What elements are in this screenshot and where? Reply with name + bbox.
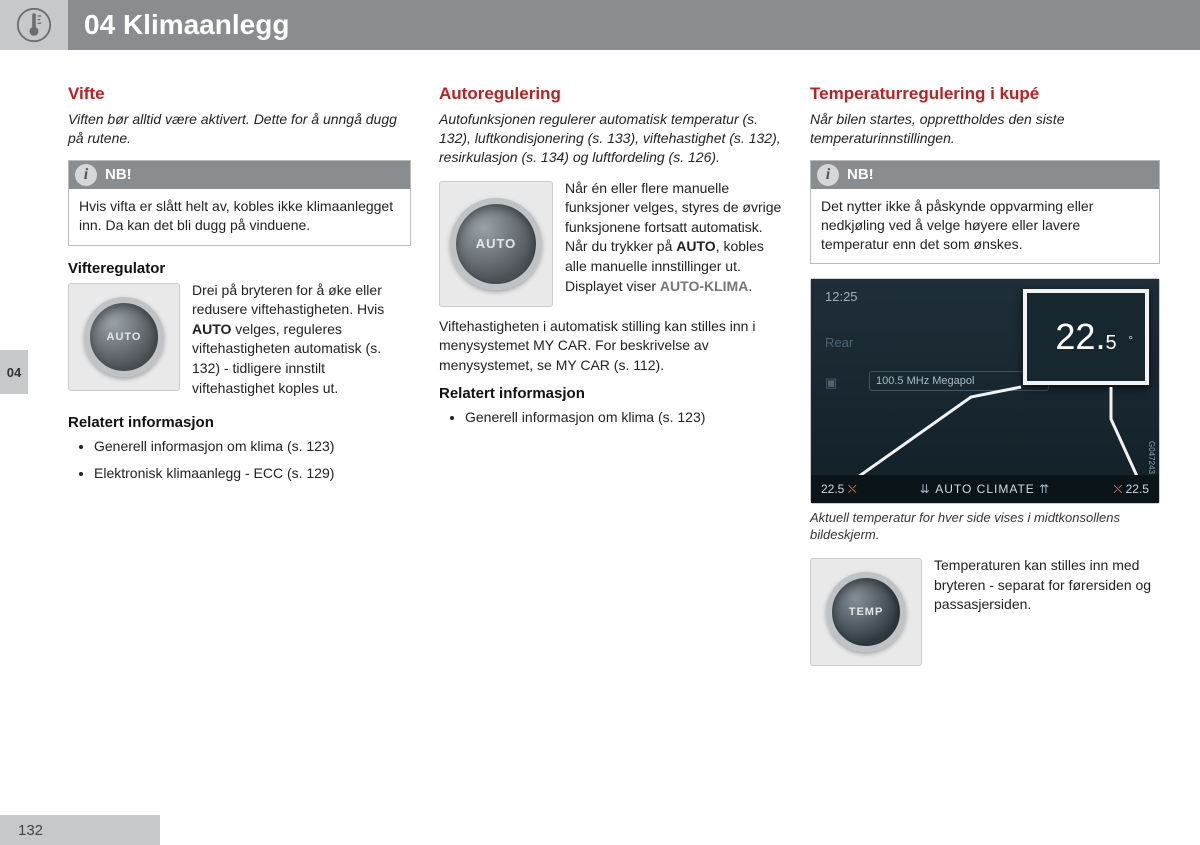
fan-dial-icon: AUTO (84, 297, 164, 377)
heading-temp: Temperaturregulering i kupé (810, 84, 1160, 104)
dashboard-time: 12:25 (825, 289, 858, 304)
note-header: i NB! (69, 161, 410, 189)
note-body: Hvis vifta er slått helt av, kobles ikke… (69, 189, 410, 245)
subhead-related-2: Relatert informasjon (439, 385, 782, 402)
chapter-title: 04 Klimaanlegg (84, 9, 289, 41)
related-list-2: Generell informasjon om klima (s. 123) (439, 406, 782, 428)
list-item: Generell informasjon om klima (s. 123) (94, 435, 411, 457)
note-label: NB! (105, 166, 132, 183)
note-body: Det nytter ikke å påskynde oppvarming el… (811, 189, 1159, 264)
temperature-popup: 22.5 ° (1023, 289, 1149, 385)
camera-icon: ▣ (825, 375, 837, 391)
related-list-1: Generell informasjon om klima (s. 123) E… (68, 435, 411, 484)
auto-climate-label: ⇊ AUTO CLIMATE ⇈ (920, 482, 1050, 496)
temp-dial-icon: TEMP (826, 572, 906, 652)
list-item: Generell informasjon om klima (s. 123) (465, 406, 782, 428)
auto-dial-icon: AUTO (450, 198, 542, 290)
intro-auto: Autofunksjonen regulerer automatisk temp… (439, 110, 782, 167)
intro-vifte: Viften bør alltid være aktivert. Dette f… (68, 110, 411, 148)
fan-regulator-block: AUTO Drei på bryteren for å øke eller re… (68, 281, 411, 409)
dashboard-figure: 12:25 Rear ▣ 100.5 MHz Megapol 22.5 ° G0… (810, 278, 1160, 504)
column-autoregulering: Autoregulering Autofunksjonen regulerer … (439, 84, 782, 676)
info-icon: i (817, 164, 839, 186)
page-header: 04 Klimaanlegg (0, 0, 1200, 50)
auto-text-2: Viftehastigheten i automatisk stilling k… (439, 317, 782, 376)
dashboard-radio: 100.5 MHz Megapol (869, 371, 1049, 391)
left-temp: 22.5 ⛌ (821, 482, 857, 497)
dashboard-screen: 12:25 Rear ▣ 100.5 MHz Megapol 22.5 ° G0… (811, 279, 1159, 503)
chapter-icon-box (0, 0, 68, 50)
page-number: 132 (18, 822, 43, 839)
note-box-temp: i NB! Det nytter ikke å påskynde oppvarm… (810, 160, 1160, 265)
auto-dial-figure: AUTO (439, 181, 553, 307)
heading-vifte: Vifte (68, 84, 411, 104)
side-tab: 04 (0, 350, 28, 394)
intro-temp: Når bilen startes, opprettholdes den sis… (810, 110, 1160, 148)
fan-dial-figure: AUTO (68, 283, 180, 391)
subhead-related-1: Relatert informasjon (68, 414, 411, 431)
info-icon: i (75, 164, 97, 186)
degree-icon: ° (1128, 333, 1133, 347)
note-header: i NB! (811, 161, 1159, 189)
temp-dial-block: TEMP Temperaturen kan stilles inn med br… (810, 556, 1160, 670)
chapter-title-box: 04 Klimaanlegg (68, 0, 1200, 50)
note-box-vifte: i NB! Hvis vifta er slått helt av, koble… (68, 160, 411, 246)
column-vifte: Vifte Viften bør alltid være aktivert. D… (68, 84, 411, 676)
subhead-vifteregulator: Vifteregulator (68, 260, 411, 277)
popup-temp-value: 22.5 (1055, 316, 1116, 358)
dashboard-faint-text: Rear (825, 335, 853, 350)
dashboard-bottom-bar: 22.5 ⛌ ⇊ AUTO CLIMATE ⇈ ⛌ 22.5 (811, 475, 1159, 503)
temp-dial-figure: TEMP (810, 558, 922, 666)
column-temperatur: Temperaturregulering i kupé Når bilen st… (810, 84, 1160, 676)
right-temp: ⛌ 22.5 (1113, 482, 1149, 497)
list-item: Elektronisk klimaanlegg - ECC (s. 129) (94, 462, 411, 484)
thermometer-icon (16, 7, 52, 43)
dashboard-caption: Aktuell temperatur for hver side vises i… (810, 510, 1160, 544)
auto-block: AUTO Når én eller flere manuelle funksjo… (439, 179, 782, 311)
image-ref: G047243 (1147, 441, 1156, 474)
page-content: Vifte Viften bør alltid være aktivert. D… (0, 50, 1200, 676)
heading-auto: Autoregulering (439, 84, 782, 104)
note-label: NB! (847, 166, 874, 183)
